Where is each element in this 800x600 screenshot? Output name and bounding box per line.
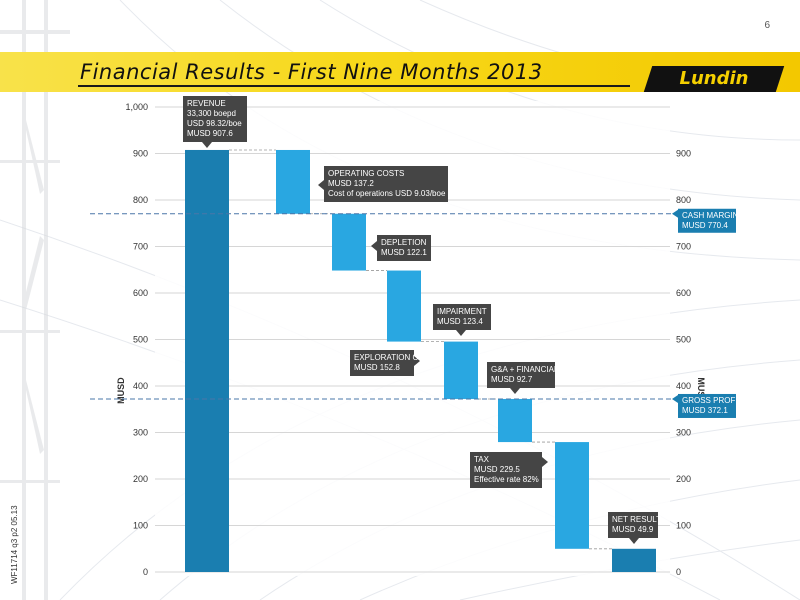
y-tick-label-right: 300	[676, 428, 691, 438]
callout-pointer	[456, 330, 466, 336]
callout-text-line: G&A + FINANCIAL	[491, 365, 559, 374]
callout-pointer	[202, 142, 212, 148]
callout-box	[470, 452, 542, 488]
callout-text-line: Cost of operations USD 9.03/boe	[328, 189, 446, 198]
callout-pointer	[629, 538, 639, 544]
y-tick-label-left: 100	[133, 521, 148, 531]
callout-box	[608, 512, 658, 538]
callout-text-line: NET RESULT	[612, 515, 661, 524]
callout-text-line: MUSD 137.2	[328, 179, 374, 188]
callout-text-line: MUSD 92.7	[491, 375, 533, 384]
y-tick-label-left: 600	[133, 288, 148, 298]
callout-box	[377, 235, 431, 261]
y-tick-label-left: 700	[133, 242, 148, 252]
reference-label-box	[678, 208, 736, 233]
total-bar	[185, 149, 229, 572]
page-title: Financial Results - First Nine Months 20…	[80, 60, 543, 84]
callout-pointer	[414, 356, 420, 366]
y-tick-label-right: 700	[676, 242, 691, 252]
y-tick-label-left: 300	[133, 428, 148, 438]
page-number: 6	[764, 20, 770, 31]
callout-text-line: TAX	[474, 455, 490, 464]
y-tick-label-right: 400	[676, 381, 691, 391]
decrease-bar	[332, 213, 366, 271]
y-tick-label-right: 900	[676, 149, 691, 159]
y-tick-label-left: 800	[133, 195, 148, 205]
decrease-bar	[444, 341, 478, 399]
callout-box	[433, 304, 491, 330]
y-tick-label-right: 0	[676, 567, 681, 577]
y-tick-label-right: 800	[676, 195, 691, 205]
callout-text-line: OPERATING COSTS	[328, 169, 404, 178]
callout-text-line: 33,300 boepd	[187, 109, 236, 118]
y-tick-label-right: 500	[676, 335, 691, 345]
y-tick-label-right: 600	[676, 288, 691, 298]
reference-label-line: GROSS PROFIT	[682, 396, 743, 405]
y-tick-label-left: 0	[143, 567, 148, 577]
total-bar	[612, 548, 656, 572]
y2-axis-title: MUSD	[696, 377, 706, 404]
reference-label-box	[678, 393, 736, 418]
reference-label-line: MUSD 770.4	[682, 221, 728, 230]
callout-text-line: MUSD 123.4	[437, 317, 483, 326]
reference-label-line: MUSD 372.1	[682, 406, 728, 415]
callout-box	[183, 96, 247, 142]
callout-box	[350, 350, 414, 376]
reference-label-pointer	[672, 209, 678, 218]
callout-text-line: DEPLETION	[381, 238, 427, 247]
title-underline	[78, 85, 630, 87]
y-tick-label-left: 400	[133, 381, 148, 391]
derrick-graphic	[0, 0, 70, 600]
callout-text-line: MUSD 229.5	[474, 465, 520, 474]
callout-text-line: MUSD 152.8	[354, 363, 400, 372]
decrease-bar	[498, 398, 532, 443]
gridlines	[155, 106, 670, 573]
y-tick-label-left: 200	[133, 474, 148, 484]
callout-text-line: USD 98.32/boe	[187, 119, 242, 128]
reference-label-pointer	[672, 394, 678, 403]
reference-label-line: CASH MARGIN	[682, 211, 739, 220]
callout-text-line: Effective rate 82%	[474, 475, 539, 484]
callout-box	[324, 166, 448, 202]
decrease-bar	[276, 149, 310, 214]
callout-box	[487, 362, 555, 388]
y-tick-label-left: 1,000	[125, 102, 148, 112]
callout-text-line: REVENUE	[187, 99, 226, 108]
y-tick-label-left: 500	[133, 335, 148, 345]
callout-text-line: MUSD 122.1	[381, 248, 427, 257]
callout-text-line: IMPAIRMENT	[437, 307, 487, 316]
callout-pointer	[318, 180, 324, 190]
y-tick-label-right: 100	[676, 521, 691, 531]
y-axis-title: MUSD	[116, 377, 126, 404]
decrease-bar	[555, 442, 589, 549]
y-tick-label-left: 900	[133, 149, 148, 159]
callout-text-line: MUSD 49.9	[612, 525, 654, 534]
callout-text-line: EXPLORATION COSTS	[354, 353, 440, 362]
callout-pointer	[371, 241, 377, 251]
callout-text-line: MUSD 907.6	[187, 129, 233, 138]
y-tick-label-right: 200	[676, 474, 691, 484]
callout-pointer	[510, 388, 520, 394]
callout-pointer	[542, 457, 548, 467]
decrease-bar	[387, 270, 421, 342]
